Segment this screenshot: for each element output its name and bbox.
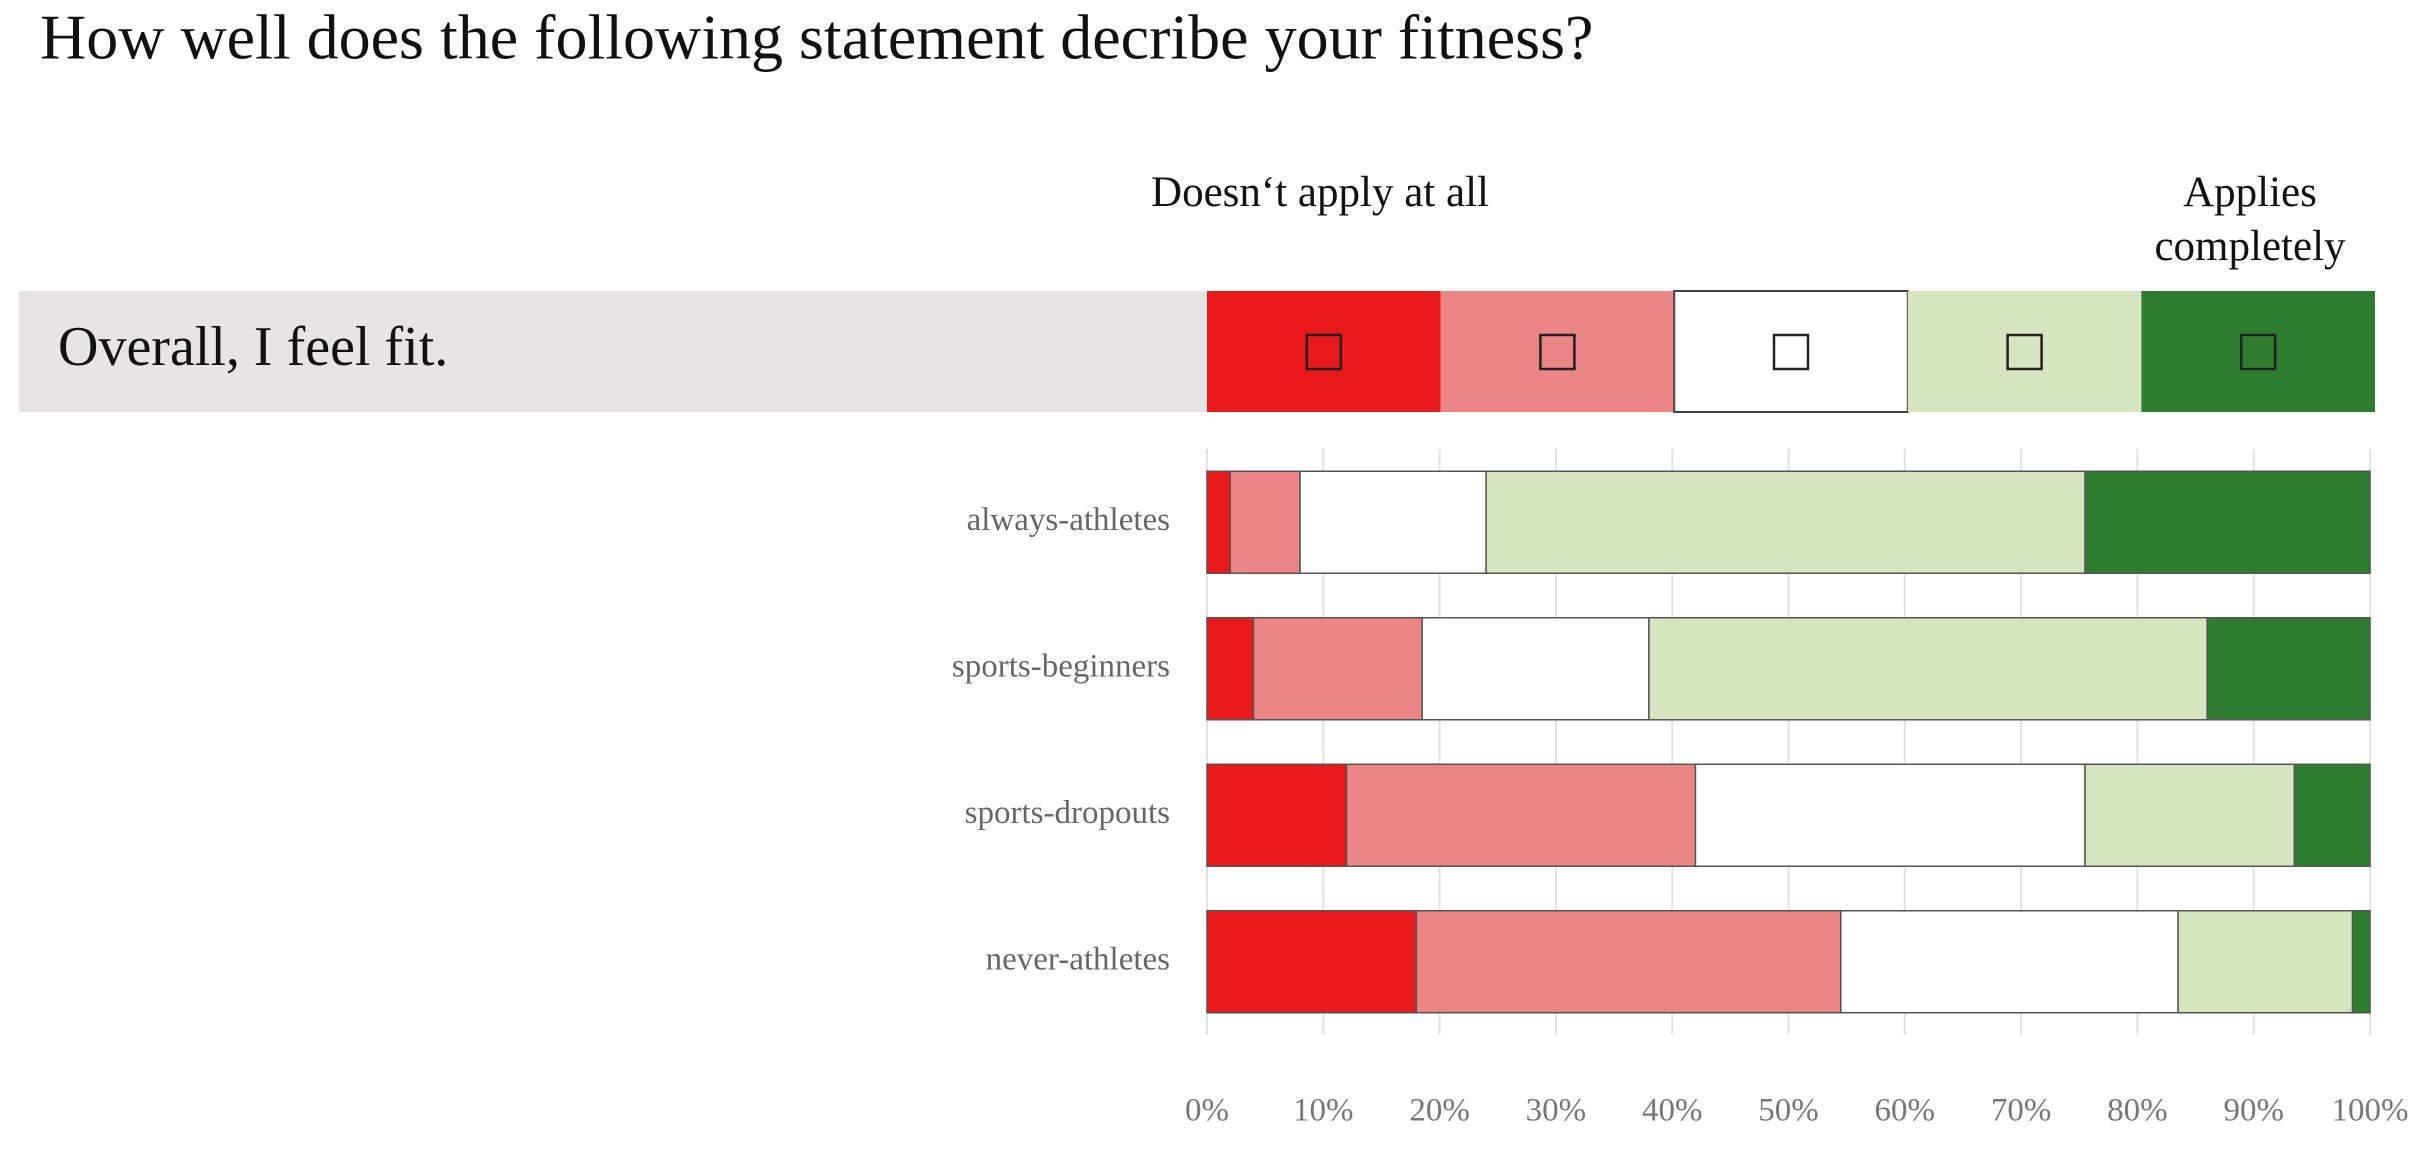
x-tick-label: 70% [1991, 1093, 2052, 1129]
y-tick-label: always-athletes [967, 502, 1170, 538]
bar-segment [1694, 763, 2086, 867]
bar-segment [1345, 763, 1697, 867]
statement-band [19, 291, 1207, 412]
y-tick-label: sports-beginners [952, 648, 1170, 684]
bar-segment [1206, 470, 1232, 574]
bar-segment [1206, 910, 1418, 1014]
x-tick-label: 50% [1758, 1093, 1819, 1129]
x-tick-label: 10% [1293, 1093, 1354, 1129]
x-tick-label: 90% [2223, 1093, 2284, 1129]
bar-segment [1252, 617, 1423, 721]
bar-segment [1840, 910, 2179, 1014]
bar-segment [2351, 910, 2371, 1014]
bar-segment [1648, 617, 2208, 721]
bar-segment [2177, 910, 2354, 1014]
x-tick-label: 40% [1642, 1093, 1703, 1129]
chart-title: How well does the following statement de… [40, 2, 1593, 73]
statement: Overall, I feel fit. [58, 316, 448, 378]
bar-segment [1206, 763, 1348, 867]
scale-box [2141, 291, 2375, 412]
x-tick-label: 0% [1185, 1093, 1229, 1129]
scale-label-low: Doesn‘t apply at all [1151, 169, 1489, 216]
bar-segment [2084, 470, 2371, 574]
checkbox [2239, 333, 2277, 371]
scale-box [1673, 290, 1909, 413]
bar-segment [1485, 470, 2086, 574]
bar-segment [2084, 763, 2296, 867]
bar-segment [1229, 470, 1301, 574]
bar-segment [2293, 763, 2371, 867]
bar-segment [1206, 617, 1255, 721]
scale-box [1440, 291, 1675, 412]
x-tick-label: 30% [1526, 1093, 1587, 1129]
scale-label-high: Applies completely [2154, 169, 2346, 270]
bar-segment [2206, 617, 2371, 721]
checkbox [1305, 333, 1343, 371]
x-tick-label: 100% [2332, 1093, 2409, 1129]
bar-segment [1299, 470, 1487, 574]
x-tick-label: 60% [1875, 1093, 1936, 1129]
checkbox [2006, 333, 2043, 371]
x-tick-label: 20% [1409, 1093, 1470, 1129]
y-tick-label: sports-dropouts [965, 795, 1170, 831]
checkbox [1772, 333, 1810, 371]
scale-box [1207, 291, 1441, 412]
bar-segment [1415, 910, 1842, 1014]
checkbox [1539, 333, 1576, 371]
x-tick-label: 80% [2107, 1093, 2168, 1129]
bar-segment [1421, 617, 1650, 721]
y-tick-label: never-athletes [986, 941, 1170, 977]
scale-box [1907, 291, 2142, 412]
